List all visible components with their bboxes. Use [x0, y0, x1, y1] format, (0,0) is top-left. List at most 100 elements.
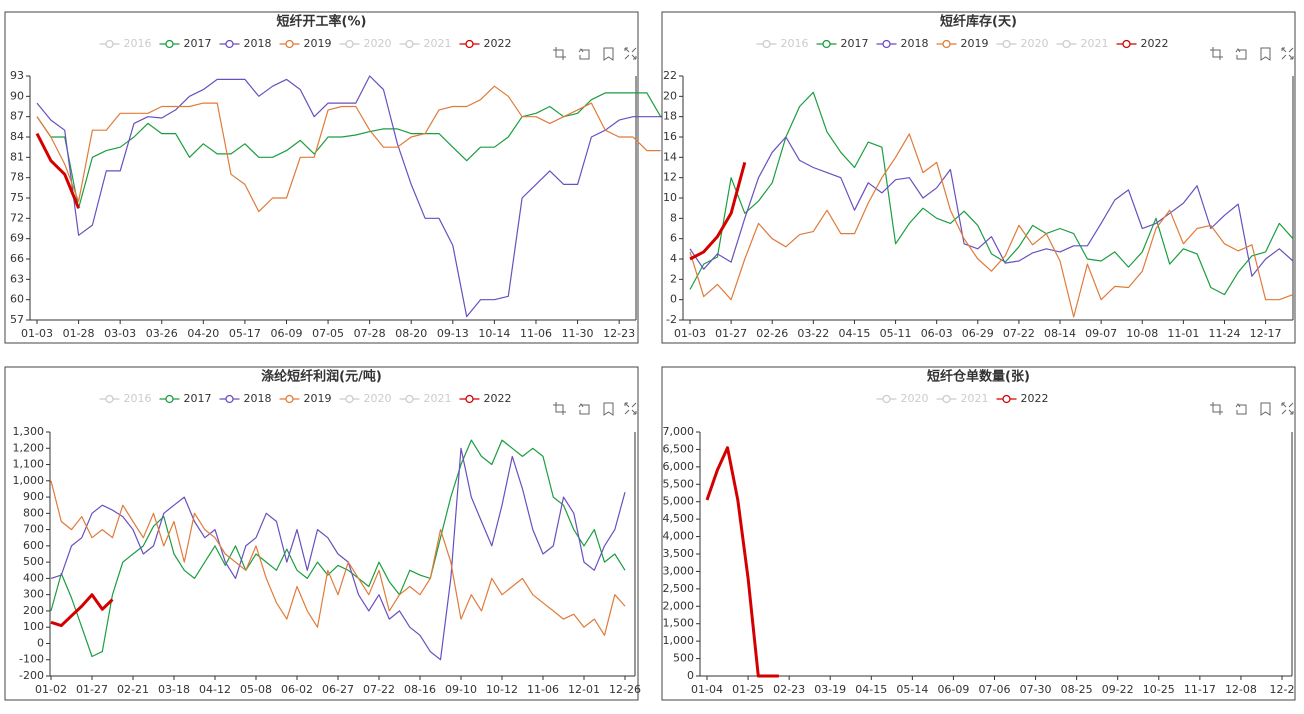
legend-item[interactable]: 2019	[936, 37, 989, 50]
zoom-icon[interactable]	[553, 402, 566, 415]
x-tick-label: 06-27	[322, 683, 354, 696]
y-tick-label: 200	[23, 604, 44, 617]
legend-marker	[405, 39, 414, 49]
zoom-icon[interactable]	[1210, 47, 1223, 60]
legend-label: 2021	[424, 392, 452, 405]
y-tick-label: -2	[666, 313, 677, 326]
fullscreen-icon[interactable]	[624, 47, 637, 60]
y-tick-label: 1,000	[663, 634, 695, 647]
legend-item[interactable]: 2020	[876, 392, 929, 405]
x-tick-label: 07-30	[1020, 683, 1052, 696]
x-tick-label: 10-08	[1126, 327, 1158, 340]
legend-item[interactable]: 2018	[219, 392, 272, 405]
y-tick-label: 1,100	[13, 458, 45, 471]
series-line	[689, 136, 1294, 277]
legend-item[interactable]: 2020	[339, 392, 392, 405]
fullscreen-icon[interactable]	[624, 402, 637, 415]
toolbox	[1210, 402, 1294, 416]
legend-item[interactable]: 2022	[996, 392, 1049, 405]
legend-item[interactable]: 2022	[459, 392, 512, 405]
zoom-reset-icon[interactable]	[1235, 48, 1247, 60]
legend-item[interactable]: 2017	[159, 37, 212, 50]
y-tick-label: 500	[673, 652, 694, 665]
legend-item[interactable]: 2020	[339, 37, 392, 50]
legend-item[interactable]: 2021	[399, 392, 452, 405]
fullscreen-icon[interactable]	[1281, 402, 1294, 415]
legend-item[interactable]: 2020	[996, 37, 1049, 50]
y-tick-label: 400	[23, 571, 44, 584]
legend-item[interactable]: 2021	[1056, 37, 1109, 50]
x-tick-label: 08-16	[404, 683, 436, 696]
legend-marker	[405, 394, 414, 404]
legend-marker	[882, 394, 891, 404]
fullscreen-icon[interactable]	[1281, 47, 1294, 60]
zoom-icon[interactable]	[1210, 402, 1223, 415]
y-tick-label: 60	[10, 293, 24, 306]
y-tick-label: 72	[10, 211, 24, 224]
legend-label: 2020	[1021, 37, 1049, 50]
legend-item[interactable]: 2017	[159, 392, 212, 405]
legend-marker	[1062, 39, 1071, 49]
save-icon[interactable]	[1260, 47, 1271, 61]
x-tick-label: 02-21	[117, 683, 149, 696]
legend-item[interactable]: 2016	[99, 37, 152, 50]
legend-marker	[942, 39, 951, 49]
legend-item[interactable]: 2016	[756, 37, 809, 50]
legend-marker	[1122, 39, 1131, 49]
zoom-reset-icon[interactable]	[578, 48, 590, 60]
legend-item[interactable]: 2018	[876, 37, 929, 50]
legend-item[interactable]: 2016	[99, 392, 152, 405]
legend-label: 2021	[1081, 37, 1109, 50]
x-tick-label: 11-17	[1184, 683, 1216, 696]
legend-label: 2022	[484, 37, 512, 50]
x-tick-label: 03-19	[814, 683, 846, 696]
toolbox	[1210, 47, 1294, 61]
y-tick-label: 1,200	[13, 441, 45, 454]
x-tick-label: 06-09	[937, 683, 969, 696]
legend-marker	[165, 39, 174, 49]
y-tick-label: 75	[10, 191, 24, 204]
legend-item[interactable]: 2022	[1116, 37, 1169, 50]
series-line	[36, 85, 661, 213]
series-line	[689, 91, 1294, 296]
y-tick-label: 16	[663, 130, 677, 143]
save-icon[interactable]	[603, 402, 614, 416]
chart-title: 短纤库存(天)	[940, 14, 1017, 30]
zoom-reset-icon[interactable]	[578, 403, 590, 415]
x-tick-label: 01-25	[732, 683, 764, 696]
chart-panel: 涤纶短纤利润(元/吨) 2016 2017 2018 2019 2020 2021 2022 -…	[4, 366, 641, 701]
legend-item[interactable]: 2022	[459, 37, 512, 50]
x-tick-label: 06-02	[281, 683, 313, 696]
legend-item[interactable]: 2021	[936, 392, 989, 405]
save-icon[interactable]	[1260, 402, 1271, 416]
y-tick-label: 5,500	[663, 477, 695, 490]
y-tick-label: 4	[670, 252, 677, 265]
legend-item[interactable]: 2019	[279, 37, 332, 50]
x-tick-label: 02-23	[773, 683, 805, 696]
legend-item[interactable]: 2018	[219, 37, 272, 50]
x-tick-label: 01-27	[715, 327, 747, 340]
y-tick-label: 93	[10, 69, 24, 82]
y-tick-label: 3,000	[663, 564, 695, 577]
zoom-reset-icon[interactable]	[1235, 403, 1247, 415]
y-tick-label: 2,500	[663, 582, 695, 595]
save-icon[interactable]	[603, 47, 614, 61]
x-tick-label: 06-03	[921, 327, 953, 340]
panel-border	[661, 11, 1296, 344]
x-tick-label: 09-13	[437, 327, 469, 340]
y-tick-label: 0	[37, 636, 44, 649]
y-tick-label: 78	[10, 171, 24, 184]
legend-marker	[942, 394, 951, 404]
x-tick-label: 12-08	[1225, 683, 1257, 696]
legend-item[interactable]: 2017	[816, 37, 869, 50]
legend-item[interactable]: 2021	[399, 37, 452, 50]
legend-label: 2016	[124, 37, 152, 50]
x-tick-label: 10-14	[478, 327, 510, 340]
series-line	[36, 92, 675, 209]
x-tick-label: 03-22	[797, 327, 829, 340]
x-tick-label: 11-06	[520, 327, 552, 340]
legend-item[interactable]: 2019	[279, 392, 332, 405]
series-line	[50, 593, 114, 628]
zoom-icon[interactable]	[553, 47, 566, 60]
